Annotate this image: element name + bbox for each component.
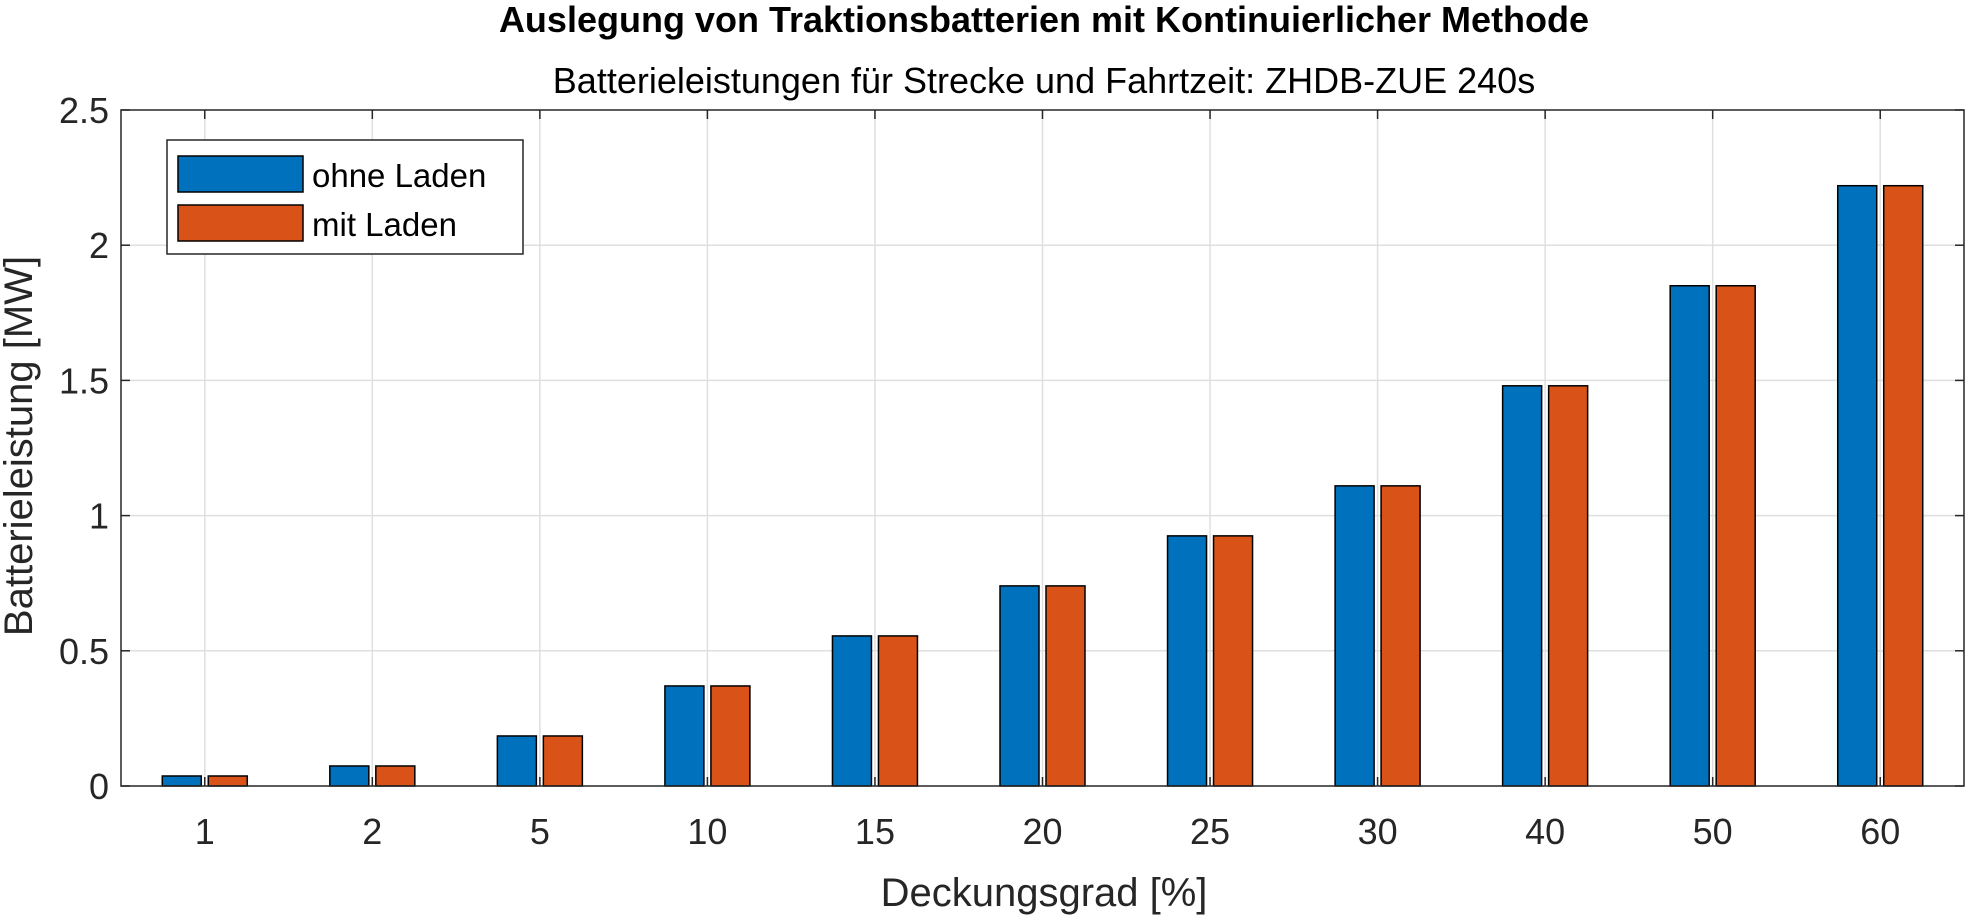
legend-swatch-ohne-laden — [177, 155, 304, 193]
x-tick-label: 1 — [195, 811, 215, 852]
bar-ohne-laden-40 — [1501, 385, 1543, 787]
bar-ohne-laden-2 — [329, 765, 370, 787]
bar-ohne-laden-15 — [831, 635, 873, 787]
bar-mit-laden-50 — [1715, 285, 1756, 787]
bar-mit-laden-30 — [1380, 485, 1421, 787]
x-tick-label: 5 — [530, 811, 550, 852]
x-tick-label: 10 — [687, 811, 727, 852]
bar-mit-laden-2 — [375, 765, 416, 787]
bar-ohne-laden-10 — [664, 685, 705, 787]
bar-mit-laden-5 — [542, 735, 584, 787]
x-tick-label: 50 — [1693, 811, 1733, 852]
bar-mit-laden-60 — [1882, 184, 1924, 787]
y-tick-label: 0 — [89, 766, 109, 807]
bar-mit-laden-10 — [710, 685, 751, 787]
x-tick-label: 25 — [1190, 811, 1230, 852]
bar-mit-laden-20 — [1045, 585, 1086, 787]
bar-mit-laden-15 — [877, 635, 919, 787]
bar-ohne-laden-60 — [1836, 184, 1878, 787]
chart-subtitle: Batterieleistungen für Strecke und Fahrt… — [553, 60, 1535, 101]
legend-swatch-mit-laden — [177, 204, 304, 242]
x-tick-label: 60 — [1860, 811, 1900, 852]
x-tick-label: 2 — [362, 811, 382, 852]
y-tick-label: 2.5 — [59, 90, 109, 131]
grid-lines — [121, 110, 1964, 786]
x-tick-labels: 1 2 5 10 15 20 25 30 40 50 60 — [195, 811, 1900, 852]
axes-box — [120, 109, 1965, 787]
y-tick-label: 0.5 — [59, 631, 109, 672]
legend: ohne Laden mit Laden — [166, 139, 524, 255]
y-axis-label: Batterieleistung [MW] — [0, 256, 41, 636]
bar-ohne-laden-1 — [161, 775, 203, 787]
bar-ohne-laden-20 — [999, 585, 1040, 787]
bar-ohne-laden-50 — [1669, 285, 1710, 787]
bar-mit-laden-1 — [207, 775, 249, 787]
x-axis-label: Deckungsgrad [%] — [881, 871, 1208, 915]
y-tick-labels: 0 0.5 1 1.5 2 2.5 — [59, 90, 109, 807]
y-tick-label: 1.5 — [59, 360, 109, 401]
x-tick-label: 30 — [1358, 811, 1398, 852]
axes — [120, 109, 1965, 787]
chart-title: Auslegung von Traktionsbatterien mit Kon… — [499, 0, 1589, 40]
legend-label-mit-laden: mit Laden — [312, 206, 457, 243]
legend-label-ohne-laden: ohne Laden — [312, 157, 486, 194]
bar-mit-laden-40 — [1547, 385, 1589, 787]
bar-mit-laden-25 — [1212, 535, 1254, 787]
y-tick-label: 1 — [89, 496, 109, 537]
y-tick-label: 2 — [89, 225, 109, 266]
x-tick-label: 40 — [1525, 811, 1565, 852]
x-tick-label: 20 — [1022, 811, 1062, 852]
bar-ohne-laden-30 — [1334, 485, 1375, 787]
x-tick-label: 15 — [855, 811, 895, 852]
bar-ohne-laden-25 — [1166, 535, 1208, 787]
bar-ohne-laden-5 — [496, 735, 538, 787]
bars — [161, 184, 1924, 787]
